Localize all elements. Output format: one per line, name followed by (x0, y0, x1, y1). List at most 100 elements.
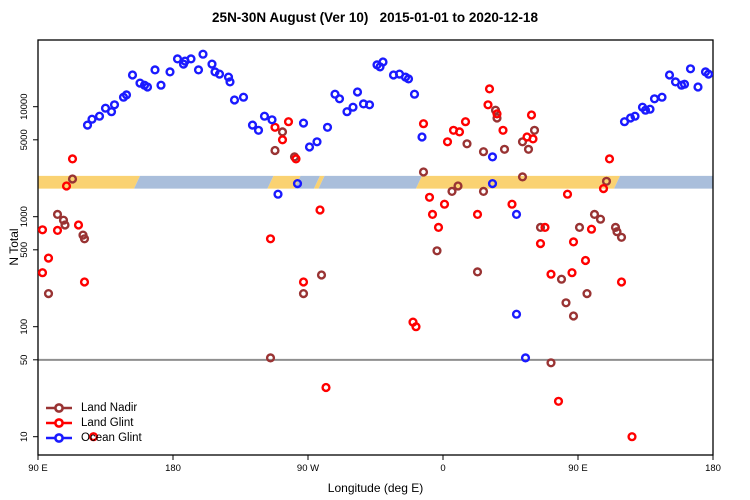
data-point-land-glint (265, 234, 276, 244)
data-point-land-glint (321, 382, 331, 393)
data-point-land-nadir (589, 209, 600, 220)
data-point-land-glint (270, 122, 280, 132)
legend-label: Ocean Glint (81, 431, 142, 444)
data-point-land-glint (526, 110, 537, 120)
data-point-ocean-glint (186, 54, 196, 64)
data-point-land-nadir (432, 246, 442, 256)
data-point-land-glint (433, 222, 444, 233)
y-tick-label: 1000 (19, 206, 30, 227)
data-point-land-nadir (478, 147, 489, 157)
data-point-land-nadir (499, 144, 510, 154)
legend-item-land-nadir: Land Nadir (44, 400, 142, 415)
data-point-land-nadir (517, 172, 528, 182)
data-point-ocean-glint (156, 80, 166, 90)
x-tick-label: 90 E (28, 463, 48, 474)
data-point-land-glint (483, 100, 493, 110)
data-point-land-glint (546, 269, 556, 279)
data-point-ocean-glint (664, 70, 675, 80)
data-point-land-nadir (582, 289, 592, 299)
data-point-land-nadir (601, 176, 612, 186)
legend: Land Nadir Land Glint Ocean Glint (44, 400, 142, 445)
data-point-ocean-glint (625, 113, 636, 123)
data-point-land-glint (277, 135, 288, 145)
data-point-land-glint (535, 239, 546, 249)
data-point-ocean-glint (229, 95, 240, 105)
data-point-ocean-glint (520, 353, 531, 363)
data-point-ocean-glint (82, 120, 93, 130)
legend-item-land-glint: Land Glint (44, 415, 142, 430)
data-point-land-nadir (43, 289, 54, 299)
data-point-land-glint (427, 209, 438, 220)
data-point-land-glint (484, 84, 495, 94)
x-tick-label: 0 (440, 463, 445, 474)
data-point-land-nadir (556, 274, 567, 284)
data-point-ocean-glint (142, 82, 153, 92)
data-point-ocean-glint (330, 89, 340, 99)
legend-label: Land Nadir (81, 401, 138, 414)
data-point-ocean-glint (487, 179, 498, 189)
data-point-ocean-glint (375, 62, 385, 72)
data-point-land-glint (52, 225, 63, 236)
data-point-land-glint (498, 125, 508, 135)
data-point-ocean-glint (352, 87, 363, 97)
data-point-land-glint (61, 181, 72, 191)
data-point-ocean-glint (94, 111, 105, 121)
data-point-land-glint (424, 192, 435, 202)
data-point-ocean-glint (511, 209, 522, 220)
data-point-ocean-glint (127, 70, 138, 80)
data-point-land-nadir (535, 222, 546, 233)
data-point-land-nadir (79, 234, 90, 244)
data-point-ocean-glint (487, 152, 498, 162)
data-point-land-nadir (418, 167, 429, 177)
data-point-land-glint (439, 199, 450, 209)
data-point-land-glint (528, 134, 538, 144)
data-point-land-glint (37, 268, 48, 278)
data-point-land-nadir (298, 289, 309, 299)
data-point-ocean-glint (109, 100, 120, 110)
data-point-land-nadir (270, 145, 280, 156)
data-point-land-glint (411, 322, 421, 332)
data-point-land-nadir (612, 227, 622, 237)
data-point-land-nadir (529, 125, 540, 135)
data-point-land-glint (418, 119, 429, 129)
highlight-band-segment (38, 175, 140, 189)
data-point-ocean-glint (165, 67, 175, 77)
data-point-ocean-glint (657, 92, 667, 102)
data-point-land-glint (492, 109, 502, 119)
x-tick-label: 180 (705, 463, 721, 474)
legend-marker-icon (46, 417, 72, 428)
data-point-land-nadir (316, 270, 327, 280)
y-tick-label: 50 (19, 355, 30, 366)
data-point-ocean-glint (253, 125, 264, 135)
data-point-ocean-glint (150, 65, 160, 75)
x-tick-label: 90 W (297, 463, 319, 474)
data-point-land-nadir (523, 144, 534, 154)
data-point-land-nadir (616, 232, 627, 242)
data-point-land-nadir (517, 137, 528, 147)
chart-title: 25N-30N August (Ver 10) 2015-01-01 to 20… (212, 10, 538, 25)
data-point-land-nadir (472, 267, 483, 277)
data-point-land-glint (454, 127, 465, 137)
data-point-ocean-glint (703, 69, 714, 79)
data-point-ocean-glint (417, 132, 427, 142)
data-point-ocean-glint (198, 49, 208, 59)
data-point-land-glint (298, 277, 309, 287)
x-axis-label: Longitude (deg E) (327, 481, 424, 495)
data-point-ocean-glint (403, 74, 414, 84)
data-point-land-nadir (610, 222, 621, 233)
data-point-land-glint (79, 277, 90, 287)
data-point-land-nadir (595, 214, 606, 224)
data-point-ocean-glint (334, 94, 345, 104)
data-point-ocean-glint (225, 77, 235, 87)
x-tick-label: 180 (165, 463, 181, 474)
data-point-land-nadir (58, 215, 69, 225)
data-point-ocean-glint (106, 107, 117, 117)
data-point-land-glint (88, 432, 99, 442)
data-point-ocean-glint (172, 54, 183, 64)
data-point-land-nadir (52, 209, 63, 220)
data-point-land-nadir (546, 358, 556, 368)
y-tick-label: 100 (19, 319, 30, 335)
data-point-ocean-glint (121, 90, 132, 100)
data-point-ocean-glint (193, 65, 204, 75)
